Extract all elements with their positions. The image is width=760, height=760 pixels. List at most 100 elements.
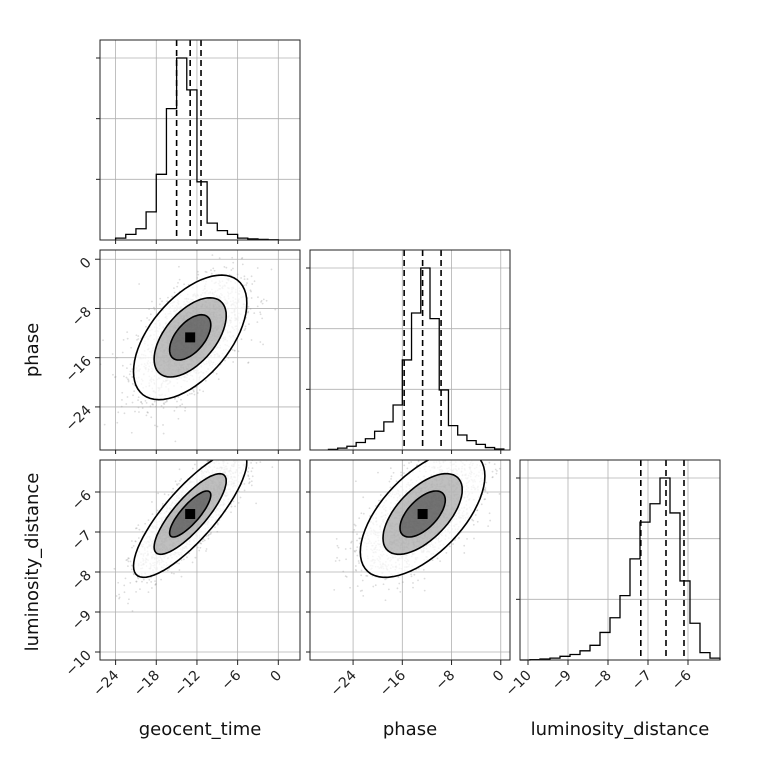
sample-point (180, 398, 182, 401)
sample-point (148, 308, 150, 311)
sample-point (231, 256, 234, 259)
sample-point (223, 266, 226, 268)
sample-point (138, 528, 141, 531)
sample-point (173, 409, 176, 412)
sample-point (144, 522, 147, 525)
density-contour (132, 274, 248, 401)
sample-point (118, 593, 120, 596)
sample-point (174, 480, 177, 483)
sample-point (259, 313, 262, 316)
sample-point (150, 581, 153, 583)
sample-point (244, 327, 247, 330)
sample-point (216, 523, 219, 526)
sample-point (137, 338, 140, 340)
sample-point (114, 375, 117, 378)
sample-point (161, 300, 163, 303)
sample-point (241, 257, 244, 259)
sample-point (153, 308, 156, 311)
sample-point (193, 463, 196, 466)
sample-point (175, 406, 178, 409)
sample-point (141, 402, 144, 405)
sample-point (112, 373, 114, 376)
sample-point (205, 271, 208, 274)
sample-point (247, 470, 249, 473)
sample-point (384, 578, 387, 581)
sample-point (247, 467, 250, 469)
sample-point (227, 356, 230, 359)
sample-point (247, 361, 250, 364)
histogram-panel-geocent_time (99, 39, 301, 241)
sample-point (177, 417, 180, 420)
sample-point (243, 278, 246, 281)
sample-point (134, 410, 136, 413)
sample-point (247, 474, 250, 477)
sample-point (410, 573, 412, 576)
sample-point (210, 531, 213, 534)
sample-point (197, 270, 199, 273)
sample-point (345, 558, 347, 561)
sample-point (237, 490, 240, 493)
sample-point (389, 467, 392, 470)
sample-point (486, 492, 489, 495)
sample-point (140, 400, 142, 403)
sample-point (260, 299, 263, 302)
sample-point (249, 289, 252, 292)
sample-point (154, 584, 157, 586)
sample-point (207, 533, 210, 536)
sample-point (212, 267, 215, 270)
sample-point (265, 299, 268, 302)
sample-point (160, 578, 162, 581)
sample-point (135, 580, 138, 583)
sample-point (180, 575, 183, 578)
sample-point (473, 537, 475, 540)
sample-point (243, 489, 246, 492)
sample-point (246, 278, 249, 280)
sample-point (255, 462, 258, 464)
sample-point (118, 597, 120, 600)
sample-point (483, 498, 486, 501)
sample-point (149, 313, 152, 316)
sample-point (200, 542, 203, 545)
sample-point (162, 424, 164, 426)
sample-point (232, 500, 235, 503)
sample-point (134, 540, 137, 543)
sample-point (177, 281, 179, 284)
sample-point (123, 375, 125, 378)
sample-point (251, 467, 254, 469)
sample-point (256, 321, 259, 323)
sample-point (173, 287, 175, 290)
sample-point (417, 567, 420, 570)
sample-point (204, 379, 207, 382)
sample-point (123, 584, 126, 587)
density-peak (185, 332, 196, 343)
sample-point (236, 273, 239, 276)
sample-point (247, 310, 249, 313)
sample-point (255, 502, 258, 505)
sample-point (126, 396, 129, 398)
sample-point (270, 268, 273, 271)
sample-point (210, 269, 212, 272)
sample-point (121, 351, 124, 354)
sample-point (162, 402, 165, 405)
sample-point (102, 339, 104, 342)
sample-point (129, 370, 132, 373)
sample-point (127, 380, 130, 383)
sample-point (147, 591, 150, 593)
sample-point (198, 549, 201, 552)
sample-point (174, 398, 176, 400)
sample-point (162, 432, 165, 435)
sample-point (211, 254, 214, 257)
sample-point (155, 583, 157, 585)
sample-point (161, 502, 164, 505)
sample-point (472, 519, 475, 522)
sample-point (241, 263, 244, 266)
sample-point (144, 399, 147, 402)
sample-point (174, 440, 177, 443)
sample-point (126, 558, 129, 561)
sample-point (156, 509, 159, 512)
sample-point (336, 544, 339, 547)
sample-point (141, 530, 144, 533)
sample-point (139, 588, 141, 591)
histogram-luminosity_distance (520, 477, 721, 661)
sample-point (178, 562, 180, 565)
